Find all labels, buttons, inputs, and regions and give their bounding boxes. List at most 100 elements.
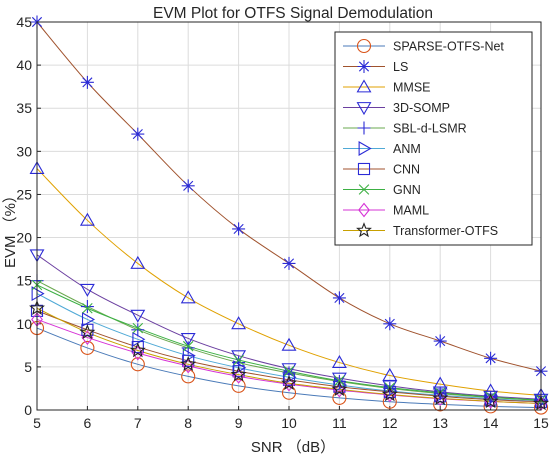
point-mmse	[331, 354, 347, 369]
point-cnn	[182, 354, 195, 367]
point-mmse	[130, 255, 146, 269]
point-mmse	[382, 367, 398, 381]
legend-marker-anm	[358, 141, 372, 156]
point-3d-somp	[79, 283, 95, 297]
point-ls	[484, 351, 498, 365]
y-tick-label: 25	[16, 186, 32, 202]
point-anm	[31, 286, 45, 302]
y-tick-label: 5	[24, 359, 32, 375]
point-anm	[81, 312, 96, 327]
point-anm	[132, 331, 146, 347]
legend-label-cnn: CNN	[393, 163, 420, 177]
legend-marker-maml	[358, 202, 370, 218]
point-sparse-otfs-net	[130, 357, 145, 372]
x-tick-label: 15	[533, 415, 549, 431]
point-ls	[282, 256, 296, 270]
legend-marker-mmse	[356, 79, 372, 93]
series-line-sparse-otfs-net	[36, 327, 542, 409]
legend-marker-3d-somp	[356, 102, 372, 116]
point-transformer-otfs	[129, 342, 146, 358]
point-sbl-d-lsmr	[131, 323, 145, 337]
legend-label-3d-somp: 3D-SOMP	[393, 101, 450, 115]
point-transformer-otfs	[230, 366, 247, 382]
point-sbl-d-lsmr	[80, 300, 94, 314]
point-gnn	[132, 322, 144, 334]
legend-marker-ls	[357, 60, 371, 73]
point-maml	[182, 358, 195, 374]
point-gnn	[283, 365, 295, 377]
legend-label-mmse: MMSE	[393, 81, 431, 95]
series-line-transformer-otfs	[36, 307, 542, 405]
point-3d-somp	[130, 309, 146, 323]
point-gnn	[233, 354, 244, 366]
legend-marker-transformer-otfs	[356, 222, 372, 238]
x-tick-label: 12	[382, 415, 398, 431]
chart-title: EVM Plot for OTFS Signal Demodulation	[153, 5, 433, 22]
point-cnn	[232, 365, 245, 378]
point-transformer-otfs	[180, 355, 197, 372]
legend-label-transformer-otfs: Transformer-OTFS	[393, 224, 498, 238]
point-mmse	[281, 337, 297, 351]
point-sparse-otfs-net	[231, 378, 246, 393]
legend-label-sbl-d-lsmr: SBL-d-LSMR	[393, 122, 467, 136]
x-tick-labels: 5 6 7 8 9 10 11 12 13 14 15	[33, 415, 549, 431]
point-sparse-otfs-net	[181, 369, 196, 384]
point-maml	[232, 368, 245, 384]
point-cnn	[131, 340, 144, 354]
point-gnn	[334, 375, 345, 386]
point-mmse	[79, 212, 95, 226]
legend-marker-gnn	[358, 184, 370, 195]
x-tick-label: 6	[84, 415, 92, 431]
x-tick-label: 13	[432, 415, 448, 431]
point-gnn	[82, 302, 93, 314]
point-transformer-otfs	[381, 386, 398, 402]
point-transformer-otfs	[79, 324, 96, 340]
series-markers	[29, 15, 549, 415]
series-line-ls	[36, 21, 542, 372]
point-sparse-otfs-net	[332, 390, 347, 405]
point-transformer-otfs	[281, 374, 297, 391]
legend: SPARSE-OTFS-Net LS MMSE 3D-SOMP SBL-d-LSMR AN…	[334, 31, 533, 246]
y-axis-label: EVM （%）	[2, 188, 19, 268]
legend-label-gnn: GNN	[393, 183, 421, 197]
x-tick-label: 14	[483, 415, 499, 431]
point-ls	[383, 317, 397, 331]
y-tick-label: 15	[16, 273, 32, 289]
point-ls	[433, 334, 447, 348]
x-axis-label: SNR （dB）	[251, 439, 335, 456]
point-cnn	[282, 373, 296, 386]
series-line-mmse	[36, 168, 542, 396]
point-transformer-otfs	[482, 393, 499, 409]
legend-label-maml: MAML	[393, 204, 429, 218]
y-tick-label: 10	[16, 316, 32, 332]
x-tick-label: 8	[184, 415, 192, 431]
point-3d-somp	[281, 363, 297, 377]
legend-label-ls: LS	[393, 60, 408, 74]
point-sparse-otfs-net	[80, 340, 95, 355]
point-maml	[333, 382, 346, 398]
x-tick-label: 11	[332, 415, 347, 431]
legend-marker-sparse-otfs-net	[356, 38, 372, 54]
point-mmse	[231, 316, 247, 330]
legend-label-sparse-otfs-net: SPARSE-OTFS-Net	[393, 40, 504, 54]
x-tick-label: 5	[33, 415, 41, 431]
point-ls	[332, 291, 346, 305]
point-ls	[131, 127, 145, 141]
y-tick-label: 30	[16, 143, 32, 159]
y-tick-label: 45	[16, 14, 32, 30]
legend-label-anm: ANM	[393, 142, 421, 156]
plot-frame	[36, 21, 542, 411]
y-tick-label: 20	[16, 230, 32, 246]
series-line-cnn	[36, 310, 542, 403]
point-gnn	[485, 391, 496, 403]
point-mmse	[180, 290, 196, 304]
point-gnn	[182, 340, 194, 352]
point-ls	[232, 222, 246, 236]
point-transformer-otfs	[331, 380, 348, 397]
x-tick-label: 10	[281, 415, 297, 431]
point-ls	[181, 179, 195, 193]
x-tick-label: 7	[134, 415, 142, 431]
y-tick-label: 35	[16, 100, 32, 116]
point-transformer-otfs	[432, 390, 449, 406]
